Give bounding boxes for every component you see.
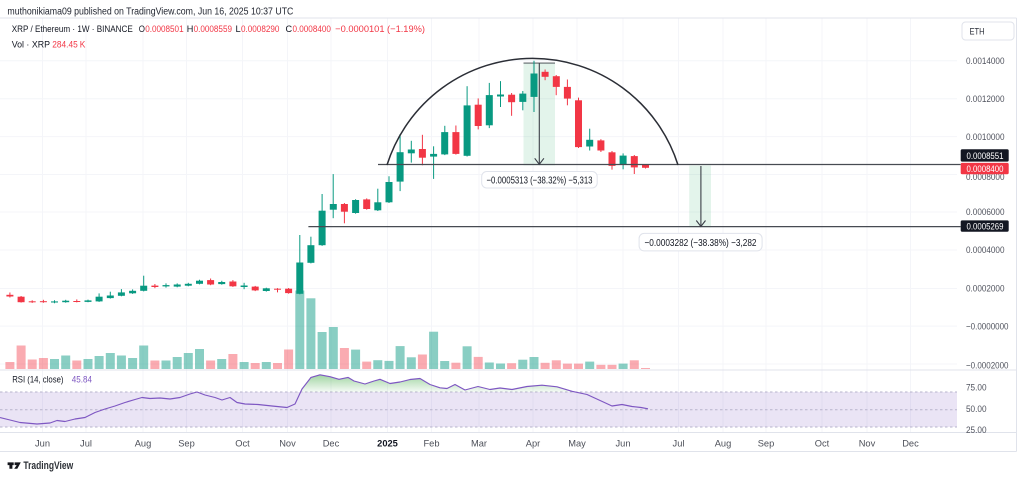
svg-text:RSI (14, close): RSI (14, close) [12, 375, 63, 385]
svg-text:0.0008559: 0.0008559 [194, 24, 232, 34]
svg-text:Apr: Apr [526, 439, 540, 449]
svg-text:0.0008000: 0.0008000 [966, 172, 1005, 182]
svg-text:C: C [286, 24, 293, 34]
svg-text:45.84: 45.84 [72, 375, 92, 385]
svg-text:25.00: 25.00 [966, 425, 987, 435]
svg-text:Sep: Sep [178, 439, 195, 449]
svg-text:−0.0000101 (−1.19%): −0.0000101 (−1.19%) [335, 24, 425, 34]
svg-text:0.0010000: 0.0010000 [966, 132, 1005, 142]
svg-text:0.0004000: 0.0004000 [966, 245, 1005, 255]
svg-text:ETH: ETH [970, 26, 985, 36]
svg-text:284.45: 284.45 [52, 40, 77, 50]
svg-text:Jun: Jun [616, 439, 631, 449]
svg-text:Jul: Jul [80, 439, 92, 449]
svg-text:Mar: Mar [471, 439, 487, 449]
svg-text:−0.0002000: −0.0002000 [966, 361, 1009, 371]
svg-text:Oct: Oct [235, 439, 250, 449]
svg-text:H: H [187, 24, 194, 34]
svg-text:Sep: Sep [758, 439, 775, 449]
svg-text:O: O [139, 24, 145, 34]
svg-text:0.0008400: 0.0008400 [967, 164, 1004, 174]
svg-text:−0.0005313 (−38.32%) −5,313: −0.0005313 (−38.32%) −5,313 [487, 176, 593, 187]
svg-text:Jun: Jun [35, 439, 50, 449]
svg-text:Feb: Feb [423, 439, 439, 449]
svg-text:2025: 2025 [377, 439, 398, 449]
svg-text:Nov: Nov [859, 439, 876, 449]
svg-text:−0.0003282 (−38.38%) −3,282: −0.0003282 (−38.38%) −3,282 [645, 238, 757, 249]
svg-text:Vol · XRP: Vol · XRP [12, 40, 50, 50]
svg-text:XRP / Ethereum · 1W · BINANCE: XRP / Ethereum · 1W · BINANCE [12, 24, 133, 34]
svg-text:L: L [236, 24, 241, 34]
svg-text:Dec: Dec [902, 439, 919, 449]
svg-text:0.0006000: 0.0006000 [966, 207, 1005, 217]
svg-text:Oct: Oct [815, 439, 830, 449]
svg-text:Nov: Nov [279, 439, 296, 449]
svg-text:−0.0000000: −0.0000000 [966, 321, 1009, 331]
svg-text:May: May [568, 439, 586, 449]
svg-text:0.0008400: 0.0008400 [293, 24, 331, 34]
svg-text:Dec: Dec [323, 439, 340, 449]
svg-text:Jul: Jul [673, 439, 685, 449]
svg-text:75.00: 75.00 [966, 383, 987, 393]
svg-text:Aug: Aug [135, 439, 152, 449]
svg-text:0.0008290: 0.0008290 [241, 24, 279, 34]
svg-text:0.0008551: 0.0008551 [967, 151, 1004, 161]
svg-text:K: K [80, 40, 86, 50]
svg-text:muthonikiama09 published on Tr: muthonikiama09 published on TradingView.… [7, 6, 293, 17]
svg-text:TradingView: TradingView [23, 460, 73, 472]
svg-text:0.0008501: 0.0008501 [145, 24, 183, 34]
svg-text:0.0005269: 0.0005269 [967, 221, 1004, 231]
svg-text:0.0002000: 0.0002000 [966, 284, 1005, 294]
svg-text:Aug: Aug [715, 439, 732, 449]
svg-text:50.00: 50.00 [966, 404, 987, 414]
svg-text:0.0012000: 0.0012000 [966, 94, 1005, 104]
svg-text:0.0014000: 0.0014000 [966, 56, 1005, 66]
